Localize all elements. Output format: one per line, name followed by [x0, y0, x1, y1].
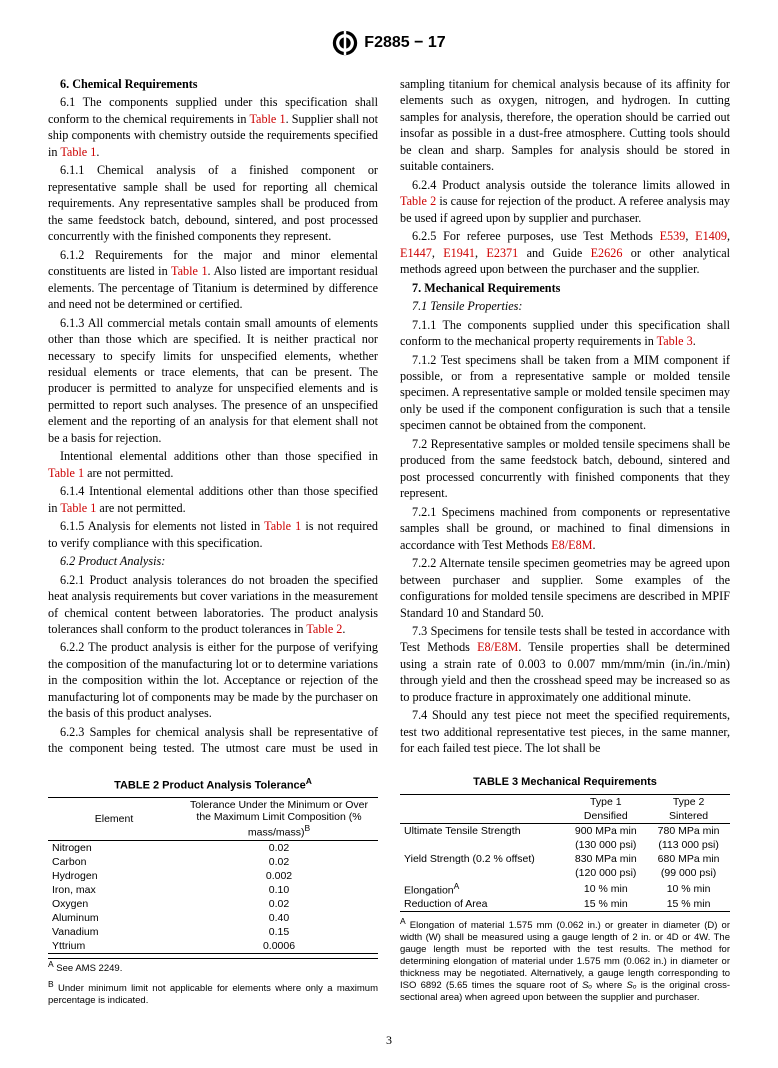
- ref-table1: Table 1: [60, 145, 96, 159]
- ref-e8: E8/E8M: [477, 640, 518, 654]
- table-row: Iron, max: [48, 883, 180, 897]
- page-header: F2885 − 17: [48, 30, 730, 56]
- para-6-1-3: 6.1.3 All commercial metals contain smal…: [48, 315, 378, 447]
- para-6-1-1: 6.1.1 Chemical analysis of a finished co…: [48, 162, 378, 244]
- table-row: Nitrogen: [48, 840, 180, 855]
- para-6-1-5: 6.1.5 Analysis for elements not listed i…: [48, 518, 378, 551]
- para-7-4: 7.4 Should any test piece not meet the s…: [400, 707, 730, 756]
- para-6-2-2: 6.2.2 The product analysis is either for…: [48, 639, 378, 721]
- section-6-heading: 6. Chemical Requirements: [48, 76, 378, 92]
- ref-table1: Table 1: [264, 519, 301, 533]
- page: F2885 − 17 6. Chemical Requirements 6.1 …: [0, 0, 778, 1068]
- para-7-1-1: 7.1.1 The components supplied under this…: [400, 317, 730, 350]
- ys-label: Yield Strength (0.2 % offset): [400, 852, 564, 866]
- table-2-footnote-b: B Under minimum limit not applicable for…: [48, 979, 378, 1007]
- heading-7-1: 7.1 Tensile Properties:: [400, 298, 730, 314]
- table-3-grid: Type 1 Type 2 Densified Sintered Ultimat…: [400, 794, 730, 913]
- para-6-1-4: 6.1.4 Intentional elemental additions ot…: [48, 483, 378, 516]
- standard-designation: F2885 − 17: [364, 34, 445, 52]
- ref-e2371: E2371: [486, 246, 518, 260]
- section-7-heading: 7. Mechanical Requirements: [400, 280, 730, 296]
- ref-e2626: E2626: [591, 246, 623, 260]
- table-row: Carbon: [48, 855, 180, 869]
- table-row: Aluminum: [48, 911, 180, 925]
- table-2-footnote-a: A See AMS 2249.: [48, 958, 378, 975]
- elongation-label: ElongationA: [400, 880, 564, 898]
- para-6-2-1: 6.2.1 Product analysis tolerances do not…: [48, 572, 378, 638]
- ref-e1941: E1941: [443, 246, 475, 260]
- table-3-footnote-a: A Elongation of material 1.575 mm (0.062…: [400, 916, 730, 1003]
- table-3-title: TABLE 3 Mechanical Requirements: [400, 776, 730, 788]
- page-number: 3: [48, 1033, 730, 1048]
- table-row: Oxygen: [48, 897, 180, 911]
- table-2-col1: Element: [48, 798, 180, 841]
- para-7-3: 7.3 Specimens for tensile tests shall be…: [400, 623, 730, 705]
- table-2-grid: Element Tolerance Under the Minimum or O…: [48, 797, 378, 954]
- table-2: TABLE 2 Product Analysis ToleranceA Elem…: [48, 776, 378, 1007]
- astm-logo-icon: [332, 30, 358, 56]
- table-3: TABLE 3 Mechanical Requirements Type 1 T…: [400, 776, 730, 1007]
- para-6-2-5: 6.2.5 For referee purposes, use Test Met…: [400, 228, 730, 277]
- table-3-head-type2: Type 2: [647, 794, 730, 809]
- roa-label: Reduction of Area: [400, 897, 564, 912]
- para-7-1-2: 7.1.2 Test specimens shall be taken from…: [400, 352, 730, 434]
- para-6-1-2: 6.1.2 Requirements for the major and min…: [48, 247, 378, 313]
- table-row: Hydrogen: [48, 869, 180, 883]
- para-7-2-1: 7.2.1 Specimens machined from components…: [400, 504, 730, 553]
- heading-6-2: 6.2 Product Analysis:: [48, 553, 378, 569]
- ref-table1: Table 1: [171, 264, 208, 278]
- table-row: Vanadium: [48, 925, 180, 939]
- tables-row: TABLE 2 Product Analysis ToleranceA Elem…: [48, 776, 730, 1007]
- table-3-head-type1: Type 1: [564, 794, 647, 809]
- para-7-2-2: 7.2.2 Alternate tensile specimen geometr…: [400, 555, 730, 621]
- uts-label: Ultimate Tensile Strength: [400, 823, 564, 838]
- ref-table3: Table 3: [657, 334, 693, 348]
- ref-e539: E539: [660, 229, 686, 243]
- ref-table1: Table 1: [48, 466, 84, 480]
- para-6-2-4: 6.2.4 Product analysis outside the toler…: [400, 177, 730, 226]
- ref-e1447: E1447: [400, 246, 432, 260]
- ref-table2: Table 2: [306, 622, 342, 636]
- ref-e1409: E1409: [695, 229, 727, 243]
- table-2-col2: Tolerance Under the Minimum or Over the …: [180, 798, 378, 841]
- ref-table2: Table 2: [400, 194, 436, 208]
- ref-e8: E8/E8M: [551, 538, 592, 552]
- para-intentional: Intentional elemental additions other th…: [48, 448, 378, 481]
- body-columns: 6. Chemical Requirements 6.1 The compone…: [48, 76, 730, 758]
- ref-table1: Table 1: [249, 112, 285, 126]
- table-2-title: TABLE 2 Product Analysis ToleranceA: [48, 776, 378, 792]
- ref-table1: Table 1: [60, 501, 96, 515]
- para-7-2: 7.2 Representative samples or molded ten…: [400, 436, 730, 502]
- para-6-1: 6.1 The components supplied under this s…: [48, 94, 378, 160]
- table-row: Yttrium: [48, 939, 180, 954]
